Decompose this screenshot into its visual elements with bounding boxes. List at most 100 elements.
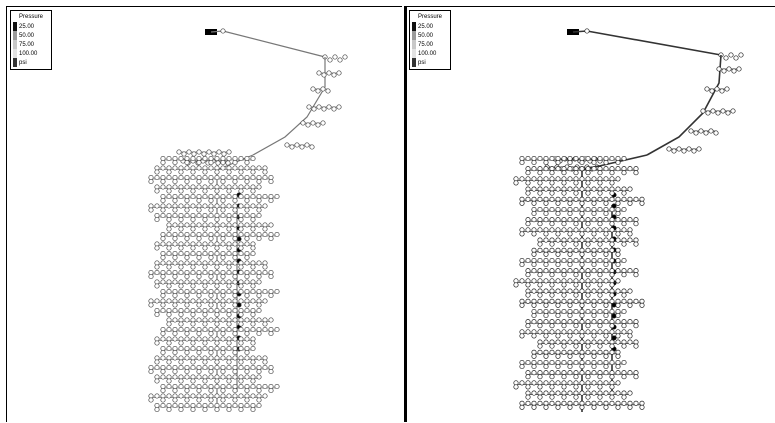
node bbox=[591, 186, 597, 192]
node bbox=[549, 323, 555, 329]
node bbox=[591, 404, 597, 410]
node bbox=[208, 302, 214, 308]
legend-swatch bbox=[13, 40, 17, 49]
node bbox=[181, 151, 187, 157]
node bbox=[190, 378, 196, 384]
node bbox=[196, 197, 202, 204]
node bbox=[591, 333, 597, 339]
node bbox=[250, 188, 256, 194]
node bbox=[160, 178, 166, 185]
node bbox=[555, 380, 561, 386]
node bbox=[573, 400, 579, 406]
node bbox=[172, 368, 178, 375]
node bbox=[256, 374, 262, 380]
node bbox=[196, 317, 202, 323]
node bbox=[196, 302, 202, 308]
node bbox=[531, 210, 537, 217]
node bbox=[555, 237, 561, 243]
node bbox=[166, 340, 172, 346]
node bbox=[537, 329, 543, 335]
node bbox=[196, 279, 202, 285]
node bbox=[208, 165, 214, 171]
node bbox=[716, 66, 722, 72]
node bbox=[214, 393, 220, 399]
pressure-legend: Pressure 25.00 50.00 75.00 100.00 psi bbox=[409, 10, 451, 70]
node bbox=[274, 231, 280, 238]
node bbox=[244, 222, 250, 228]
node bbox=[226, 364, 232, 371]
node bbox=[730, 108, 736, 114]
node bbox=[513, 180, 519, 186]
node bbox=[226, 393, 232, 399]
node bbox=[196, 307, 202, 314]
node bbox=[190, 345, 196, 352]
node bbox=[597, 394, 603, 400]
node bbox=[549, 221, 555, 227]
node bbox=[567, 333, 573, 339]
node bbox=[256, 273, 262, 280]
node bbox=[178, 321, 184, 327]
node bbox=[232, 402, 238, 409]
node bbox=[561, 374, 567, 380]
node bbox=[238, 378, 244, 384]
node bbox=[561, 180, 567, 186]
node bbox=[579, 319, 585, 325]
node bbox=[202, 383, 208, 390]
node bbox=[178, 298, 184, 304]
node bbox=[268, 330, 274, 337]
node bbox=[196, 355, 202, 361]
node bbox=[244, 184, 250, 190]
node bbox=[178, 231, 184, 238]
node bbox=[543, 339, 549, 345]
node bbox=[184, 397, 190, 403]
node bbox=[232, 355, 238, 361]
node bbox=[537, 190, 543, 196]
node bbox=[627, 268, 633, 274]
node bbox=[220, 273, 226, 280]
node bbox=[202, 298, 208, 304]
node bbox=[238, 231, 244, 238]
node bbox=[531, 404, 537, 410]
node bbox=[160, 241, 166, 247]
node bbox=[166, 188, 172, 194]
node bbox=[160, 368, 166, 375]
node bbox=[214, 364, 220, 371]
node bbox=[208, 279, 214, 285]
node bbox=[184, 330, 190, 337]
node bbox=[154, 169, 160, 175]
node bbox=[543, 288, 549, 294]
node bbox=[713, 130, 719, 136]
node bbox=[208, 207, 214, 213]
node bbox=[238, 250, 244, 257]
node bbox=[537, 227, 543, 233]
node bbox=[573, 247, 579, 253]
node bbox=[585, 241, 591, 247]
node bbox=[537, 272, 543, 278]
node bbox=[244, 349, 250, 356]
node bbox=[154, 203, 160, 209]
node bbox=[315, 122, 321, 128]
node bbox=[738, 52, 744, 58]
pipe bbox=[252, 57, 326, 156]
node bbox=[525, 323, 531, 329]
node bbox=[214, 326, 220, 333]
node bbox=[184, 349, 190, 356]
node bbox=[250, 250, 256, 257]
node bbox=[256, 222, 262, 228]
legend-swatch bbox=[412, 40, 416, 49]
node bbox=[178, 378, 184, 384]
legend-unit: psi bbox=[418, 60, 426, 66]
legend-label-25: 25.00 bbox=[418, 24, 434, 30]
node bbox=[719, 88, 725, 94]
node bbox=[721, 68, 727, 74]
node bbox=[262, 393, 268, 399]
node bbox=[585, 206, 591, 213]
node bbox=[615, 210, 621, 217]
node bbox=[268, 273, 274, 280]
node bbox=[709, 88, 715, 94]
node bbox=[579, 404, 585, 410]
node bbox=[184, 212, 190, 219]
node bbox=[549, 292, 555, 298]
node bbox=[555, 176, 561, 182]
node bbox=[238, 193, 244, 200]
